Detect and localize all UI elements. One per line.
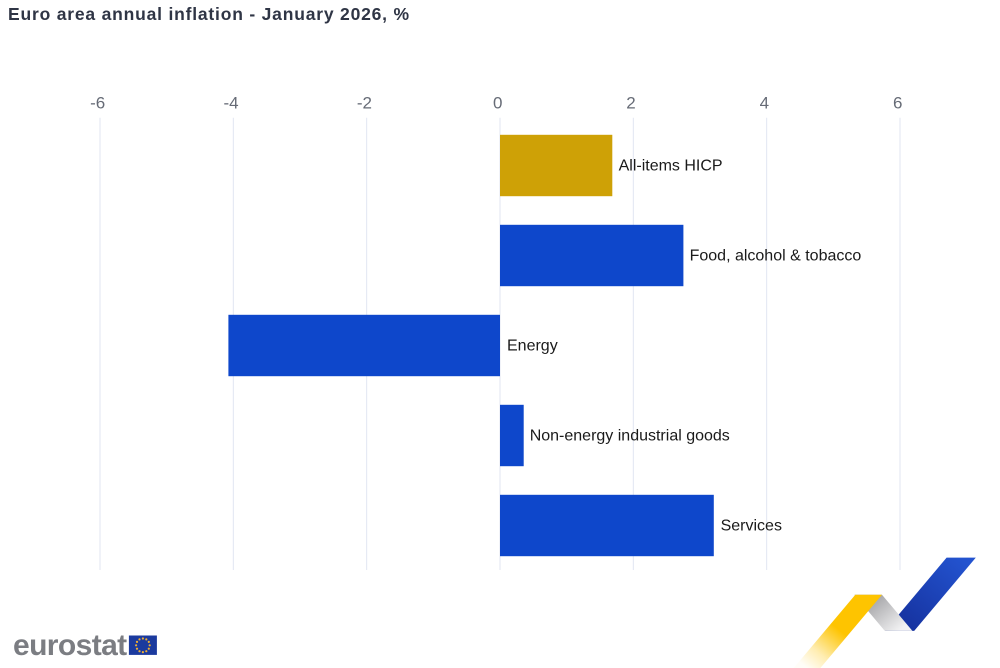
svg-text:Non-energy industrial goods: Non-energy industrial goods	[530, 428, 730, 445]
svg-text:Food, alcohol & tobacco: Food, alcohol & tobacco	[690, 248, 862, 265]
svg-text:-6: -6	[90, 94, 105, 113]
svg-text:All-items HICP: All-items HICP	[619, 158, 723, 175]
svg-text:-4: -4	[223, 94, 238, 113]
svg-text:4: 4	[760, 94, 769, 113]
svg-text:-2: -2	[357, 94, 372, 113]
svg-text:2: 2	[626, 94, 635, 113]
svg-text:6: 6	[893, 94, 902, 113]
svg-text:Energy: Energy	[507, 338, 558, 355]
svg-text:0: 0	[493, 94, 502, 113]
svg-text:Euro area annual inflation - J: Euro area annual inflation - January 202…	[8, 4, 410, 24]
svg-text:eurostat: eurostat	[13, 629, 127, 662]
svg-text:Services: Services	[721, 518, 782, 535]
